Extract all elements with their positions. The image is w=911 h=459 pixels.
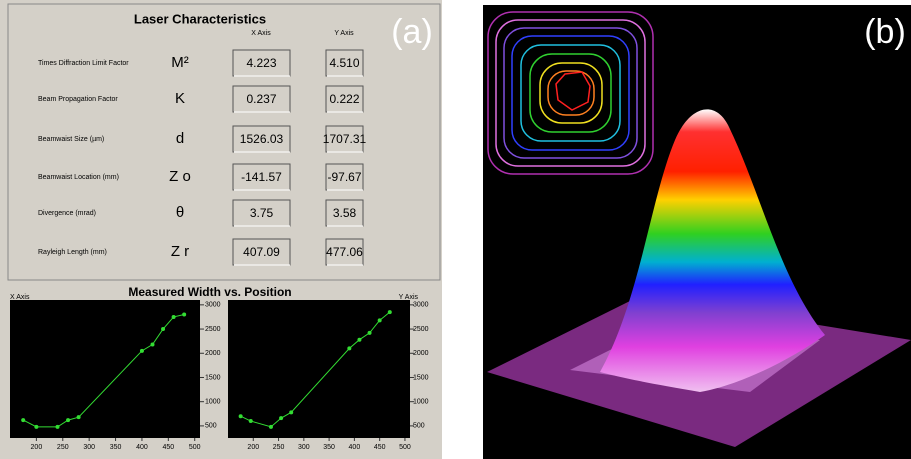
table-title: Laser Characteristics	[134, 11, 266, 26]
data-point	[289, 410, 294, 415]
x-tick-label: 450	[374, 444, 386, 451]
data-line	[240, 311, 391, 428]
y-tick-label: 2000	[205, 350, 221, 357]
row-name: Divergence (mrad)	[38, 210, 96, 217]
row-name: Rayleigh Length (mm)	[38, 249, 107, 256]
x-tick-label: 350	[323, 444, 335, 451]
column-header: Y Axis	[334, 30, 354, 37]
row-symbol: d	[176, 130, 184, 147]
data-point	[76, 415, 81, 420]
value-text: 1707.31	[323, 132, 367, 146]
y-tick-label: 1500	[413, 374, 429, 381]
charts: X Axis 200 250 300 350 400 450 500 500 1000 1500 20…	[10, 294, 429, 451]
contours	[487, 11, 654, 175]
value-box	[325, 238, 364, 266]
data-point	[150, 342, 155, 347]
y-tick-label: 1000	[413, 399, 429, 406]
data-point	[279, 416, 284, 421]
data-point	[55, 424, 60, 429]
x-tick-label: 200	[31, 444, 43, 451]
data-point	[66, 418, 71, 423]
value-text: 0.222	[329, 92, 359, 106]
x-tick-label: 400	[349, 444, 361, 451]
y-tick-label: 2000	[413, 350, 429, 357]
value-box	[232, 85, 291, 113]
axis-label: Y Axis	[399, 294, 419, 301]
y-tick-label: 1000	[205, 399, 221, 406]
x-tick-label: 300	[298, 444, 310, 451]
panel-label: (b)	[864, 13, 906, 51]
y-tick-label: 3000	[205, 302, 221, 309]
value-text: 4.223	[246, 56, 276, 70]
data-point	[387, 310, 392, 315]
plot-area	[10, 300, 200, 438]
data-point	[347, 346, 352, 351]
value-box	[325, 85, 364, 113]
value-text: -97.67	[327, 170, 361, 184]
data-point	[377, 318, 382, 323]
row-symbol: θ	[176, 204, 184, 221]
value-box	[232, 163, 291, 191]
x-tick-label: 450	[162, 444, 174, 451]
data-point	[161, 327, 166, 332]
data-point	[268, 424, 273, 429]
value-box	[232, 125, 291, 153]
row-symbol: M²	[171, 54, 189, 71]
value-box	[325, 199, 364, 227]
y-tick-label: 3000	[413, 302, 429, 309]
x-tick-label: 500	[399, 444, 411, 451]
value-box	[325, 163, 364, 191]
data-point	[238, 414, 243, 419]
value-text: 1526.03	[240, 132, 284, 146]
y-tick-label: 2500	[205, 326, 221, 333]
value-box	[232, 238, 291, 266]
value-box	[325, 125, 364, 153]
row-name: Beamwaist Location (mm)	[38, 174, 119, 181]
value-text: -141.57	[241, 170, 282, 184]
data-line	[22, 314, 185, 428]
chart-title: Measured Width vs. Position	[128, 285, 291, 299]
y-tick-label: 2500	[413, 326, 429, 333]
column-header: X Axis	[251, 30, 271, 37]
value-text: 477.06	[326, 245, 363, 259]
data-point	[21, 418, 26, 423]
value-box	[325, 49, 364, 77]
x-tick-label: 250	[273, 444, 285, 451]
data-point	[171, 314, 176, 319]
value-box	[232, 199, 291, 227]
x-tick-label: 200	[247, 444, 259, 451]
x-tick-label: 250	[57, 444, 69, 451]
row-symbol: K	[175, 90, 185, 107]
value-text: 407.09	[243, 245, 280, 259]
axis-label: X Axis	[10, 294, 30, 301]
row-name: Times Diffraction Limit Factor	[38, 60, 129, 67]
row-symbol: Z r	[171, 243, 189, 260]
beam-profile	[600, 109, 825, 392]
data-point	[367, 330, 372, 335]
y-tick-label: 500	[205, 423, 217, 430]
data-point	[34, 424, 39, 429]
row-symbol: Z o	[169, 168, 191, 185]
row-name: Beamwaist Size (µm)	[38, 136, 104, 143]
x-tick-label: 300	[83, 444, 95, 451]
x-tick-label: 350	[110, 444, 122, 451]
data-point	[248, 419, 253, 424]
y-tick-label: 500	[413, 423, 425, 430]
panel-label: (a)	[391, 13, 433, 51]
table-frame	[7, 3, 441, 281]
y-tick-label: 1500	[205, 374, 221, 381]
data-point	[139, 348, 144, 353]
row-name: Beam Propagation Factor	[38, 96, 118, 103]
x-tick-label: 400	[136, 444, 148, 451]
x-tick-label: 500	[189, 444, 201, 451]
table-rows: Times Diffraction Limit Factor M² 4.223 4.5…	[38, 49, 367, 266]
value-text: 0.237	[246, 92, 276, 106]
value-text: 3.75	[250, 206, 274, 220]
value-text: 3.58	[333, 206, 357, 220]
plot-area	[228, 300, 410, 438]
data-point	[182, 312, 187, 317]
data-point	[357, 337, 362, 342]
value-text: 4.510	[329, 56, 359, 70]
